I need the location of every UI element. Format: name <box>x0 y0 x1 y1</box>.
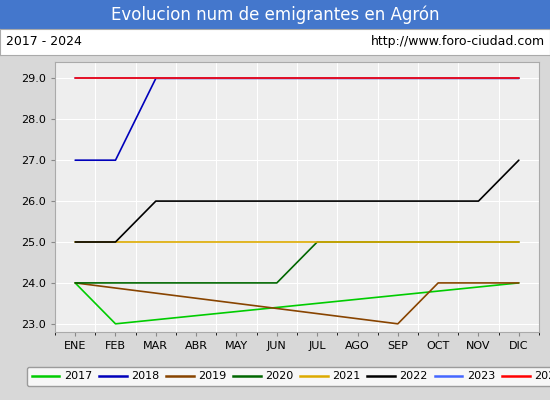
Text: 2017 - 2024: 2017 - 2024 <box>6 35 81 48</box>
Text: Evolucion num de emigrantes en Agrón: Evolucion num de emigrantes en Agrón <box>111 5 439 24</box>
Text: http://www.foro-ciudad.com: http://www.foro-ciudad.com <box>370 35 544 48</box>
Legend: 2017, 2018, 2019, 2020, 2021, 2022, 2023, 2024: 2017, 2018, 2019, 2020, 2021, 2022, 2023… <box>27 367 550 386</box>
